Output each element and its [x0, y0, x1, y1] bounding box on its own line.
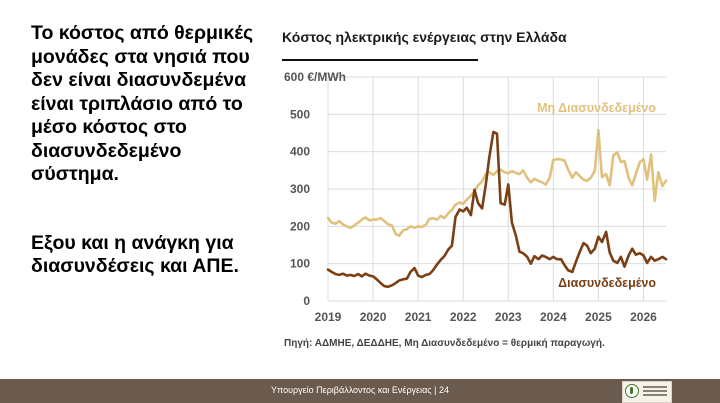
series-line-1 [326, 128, 668, 237]
y-tick-label: 500 [290, 107, 310, 121]
x-tick-label: 2025 [585, 310, 612, 324]
footer-bar: Υπουργείο Περιβάλλοντος και Ενέργειας | … [0, 379, 720, 403]
x-tick-label: 2023 [495, 310, 522, 324]
chart-title: Κόστος ηλεκτρικής ενέργειας στην Ελλάδα [282, 29, 567, 45]
chart-source-note: Πηγή: ΑΔΜΗΕ, ΔΕΔΔΗΕ, Μη Διασυνδεδεμένο =… [284, 338, 605, 349]
y-tick-label: 300 [290, 182, 310, 196]
x-tick-label: 2021 [405, 310, 432, 324]
footer-text: Υπουργείο Περιβάλλοντος και Ενέργειας | … [271, 385, 449, 395]
x-tick-label: 2024 [540, 310, 567, 324]
logo-emblem-icon [625, 384, 639, 398]
series-label-1: Μη Διασυνδεδεμένο [537, 101, 656, 115]
x-tick-label: 2020 [360, 310, 387, 324]
main-statement: Το κόστος από θερμικές μονάδες στα νησιά… [31, 22, 254, 185]
y-tick-label: 400 [290, 145, 310, 159]
slide-text-block: Το κόστος από θερμικές μονάδες στα νησιά… [31, 22, 271, 279]
line-chart: 0 100 200 300 400 500 600 €/MWh 2019 2020 2021 202… [282, 59, 668, 349]
secondary-statement: Εξου και η ανάγκη για διασυνδέσεις και Α… [31, 231, 239, 278]
x-tick-label: 2026 [630, 310, 657, 324]
x-tick-label: 2019 [315, 310, 342, 324]
series-label-2: Διασυνδεδεμένο [558, 276, 656, 290]
series-line-2 [326, 130, 668, 289]
y-tick-label: 100 [290, 257, 310, 271]
ministry-logo-icon [622, 381, 672, 403]
y-tick-label: 0 [303, 294, 310, 308]
logo-wordmark [643, 386, 667, 398]
y-axis-unit-label: 600 €/MWh [284, 70, 346, 84]
x-tick-label: 2022 [450, 310, 477, 324]
y-tick-label: 200 [290, 219, 310, 233]
chart-container: 0 100 200 300 400 500 600 €/MWh 2019 2020 2021 202… [270, 22, 710, 362]
